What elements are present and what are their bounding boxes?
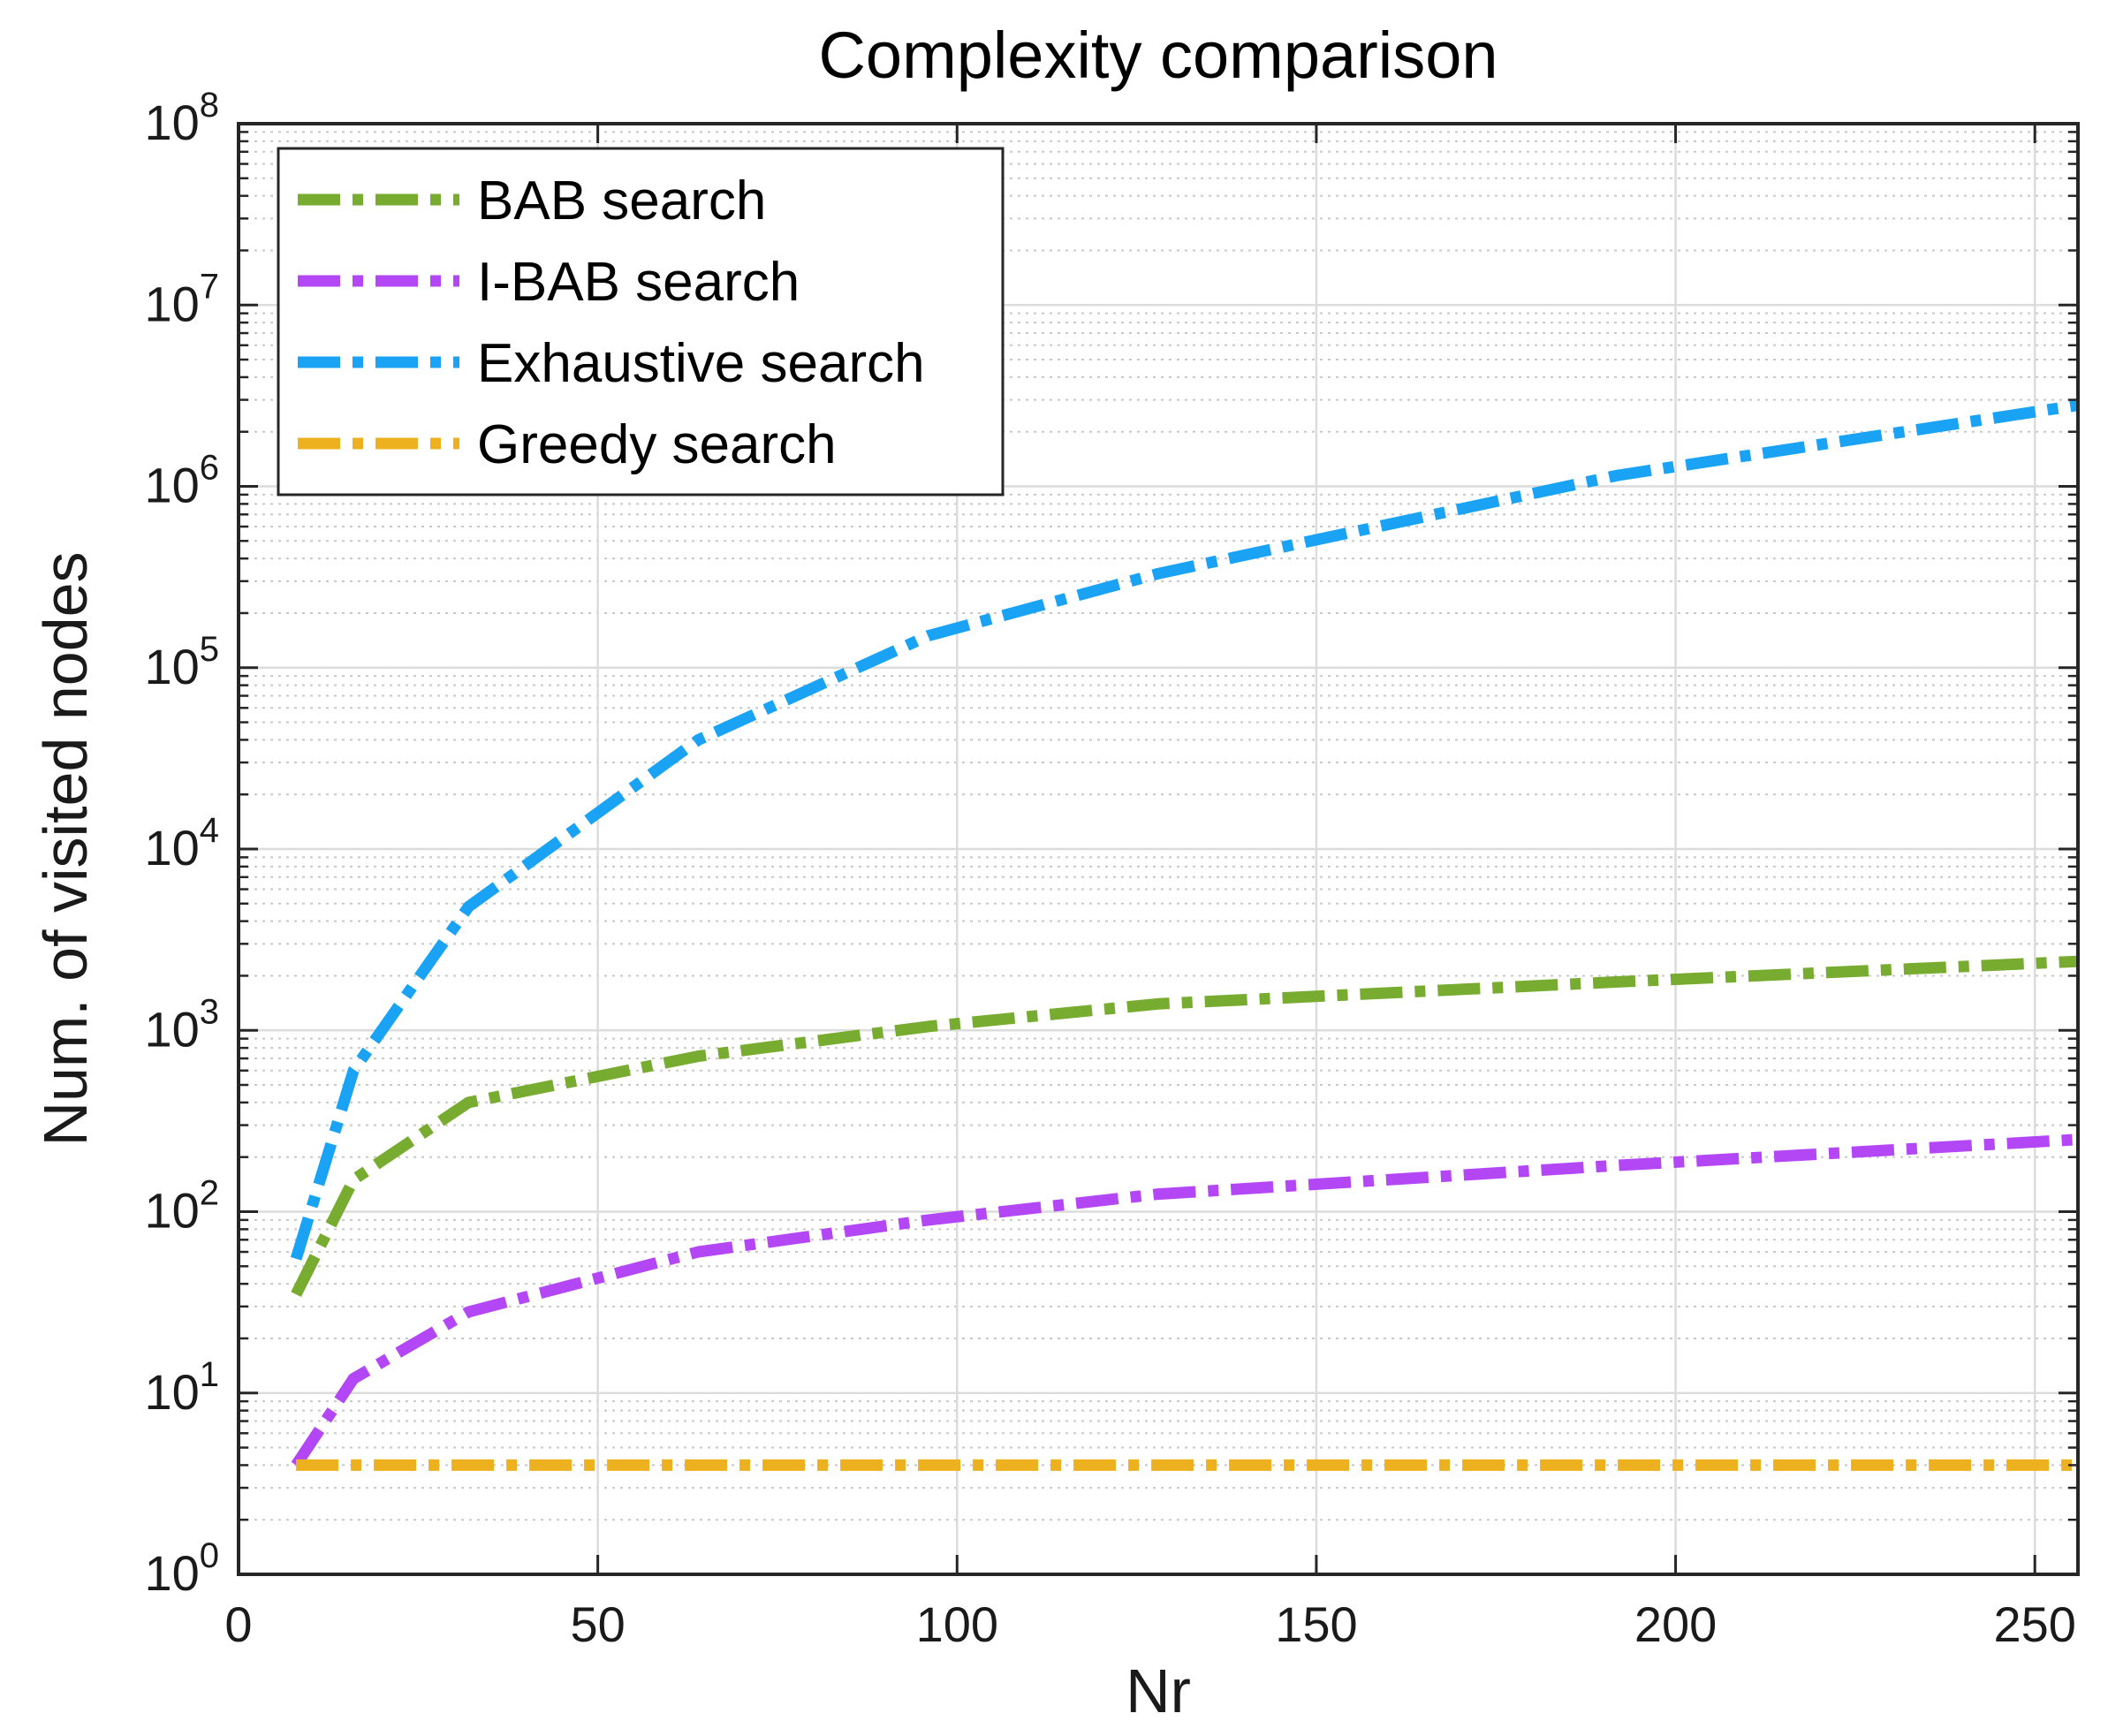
series-line-2 <box>291 1133 2079 1468</box>
legend: BAB search I-BAB search Exhaustive search G… <box>277 147 1005 497</box>
y-tick-label: 102 <box>144 1174 219 1239</box>
series-line-3 <box>290 399 2079 1261</box>
legend-label-2: I-BAB search <box>477 252 800 313</box>
y-tick-label: 101 <box>144 1355 219 1420</box>
legend-box <box>277 147 1005 497</box>
x-tick-label: 100 <box>916 1596 998 1652</box>
legend-label-3: Exhaustive search <box>477 333 925 394</box>
y-tick-label: 100 <box>144 1536 219 1601</box>
x-axis-label: Nr <box>1126 1656 1191 1725</box>
chart-title: Complexity comparison <box>818 19 1498 92</box>
legend-label-4: Greedy search <box>477 414 837 475</box>
x-tick-label: 150 <box>1275 1596 1357 1652</box>
y-axis-label: Num. of visited nodes <box>31 551 100 1146</box>
y-tick-label: 105 <box>144 630 219 694</box>
x-tick-label: 250 <box>1993 1596 2075 1652</box>
y-tick-label: 103 <box>144 992 219 1057</box>
x-tick-label: 200 <box>1634 1596 1717 1652</box>
legend-label-1: BAB search <box>477 171 766 231</box>
y-tick-label: 108 <box>144 86 219 150</box>
axis-ticks: 0 50 100 150 200 250 100 101 102 103 104 105 106 107 1… <box>144 86 2078 1652</box>
y-tick-label: 106 <box>144 449 219 513</box>
y-tick-label: 107 <box>144 267 219 331</box>
series-line-1 <box>291 955 2079 1298</box>
x-tick-label: 0 <box>224 1596 252 1652</box>
plot-series <box>290 399 2079 1471</box>
x-tick-label: 50 <box>570 1596 625 1652</box>
y-tick-label: 104 <box>144 811 219 876</box>
